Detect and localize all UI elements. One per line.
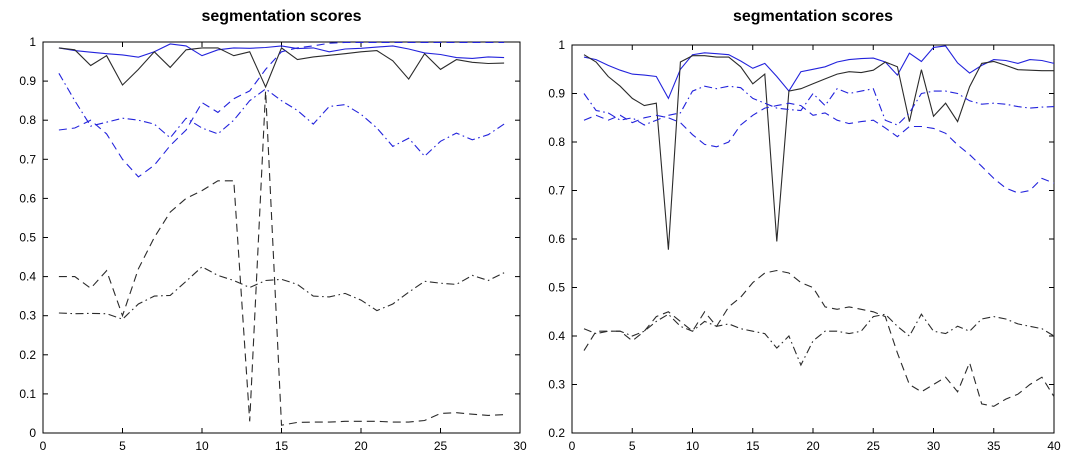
x-tick-label: 20 xyxy=(354,439,368,453)
x-tick-label: 25 xyxy=(867,439,881,453)
y-tick-label: 0.1 xyxy=(19,387,36,401)
series-black-solid-line xyxy=(58,47,505,89)
series-blue-dashdot-line xyxy=(583,85,1055,126)
x-tick-label: 30 xyxy=(927,439,941,453)
x-tick-label: 15 xyxy=(275,439,289,453)
y-tick-label: 0.2 xyxy=(19,348,36,362)
x-tick-label: 5 xyxy=(629,439,636,453)
x-tick-label: 10 xyxy=(195,439,209,453)
y-tick-label: 0.5 xyxy=(19,231,36,245)
x-tick-label: 0 xyxy=(40,439,47,453)
y-tick-label: 0.9 xyxy=(548,87,565,101)
series-blue-dashed-line xyxy=(58,41,505,178)
y-tick-label: 0.6 xyxy=(548,232,565,246)
series-blue-solid-line xyxy=(58,43,505,59)
x-tick-label: 35 xyxy=(987,439,1001,453)
y-tick-label: 0.5 xyxy=(548,281,565,295)
x-tick-label: 10 xyxy=(686,439,700,453)
series-blue-dashed-line xyxy=(583,102,1055,194)
y-tick-label: 0.2 xyxy=(548,426,565,440)
series-black-dashed-line xyxy=(583,269,1055,407)
x-tick-label: 15 xyxy=(746,439,760,453)
y-tick-label: 0.7 xyxy=(19,152,36,166)
series-black-dashed-line xyxy=(58,90,505,426)
x-tick-label: 25 xyxy=(434,439,448,453)
x-tick-label: 40 xyxy=(1047,439,1061,453)
series-blue-solid-line xyxy=(583,45,1055,100)
axes-box xyxy=(571,44,1055,434)
y-tick-label: 0.8 xyxy=(548,135,565,149)
y-tick-label: 0.9 xyxy=(19,74,36,88)
series-black-dashdot-line xyxy=(583,313,1055,367)
x-tick-label: 5 xyxy=(119,439,126,453)
series-black-dashdot-line xyxy=(58,266,505,320)
x-tick-label: 20 xyxy=(806,439,820,453)
y-tick-label: 1 xyxy=(29,35,36,49)
y-tick-label: 0.3 xyxy=(548,378,565,392)
series-blue-dashdot-line xyxy=(58,73,505,157)
x-tick-label: 30 xyxy=(513,439,527,453)
y-tick-label: 0.6 xyxy=(19,191,36,205)
y-tick-label: 0 xyxy=(29,426,36,440)
left-chart: 0 5 10 15 20 25 30 0 0.1 0.2 0.3 0.4 0.5 0.6 0.7 0.8 0.9… xyxy=(19,35,527,453)
left-chart-title: segmentation scores xyxy=(201,8,362,25)
y-tick-label: 0.4 xyxy=(548,329,565,343)
right-chart-title: segmentation scores xyxy=(732,8,894,25)
x-tick-label: 0 xyxy=(569,439,576,453)
right-chart: 0 5 10 15 20 25 30 35 40 0.2 0.3 0.4 0.5 0.6 0.7 0.8 0.9… xyxy=(548,38,1061,453)
y-tick-label: 0.7 xyxy=(548,184,565,198)
y-tick-label: 0.4 xyxy=(19,270,36,284)
y-tick-label: 0.3 xyxy=(19,309,36,323)
y-tick-label: 1 xyxy=(558,38,565,52)
series-black-solid-line xyxy=(583,54,1054,250)
y-tick-label: 0.8 xyxy=(19,113,36,127)
